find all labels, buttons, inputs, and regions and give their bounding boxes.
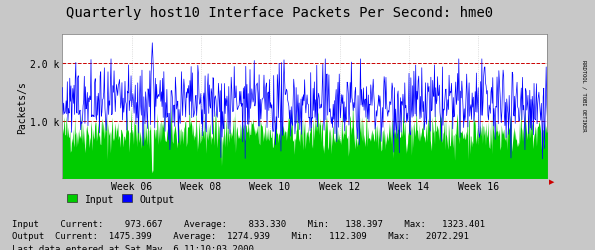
Y-axis label: Packets/s: Packets/s	[17, 80, 27, 133]
Text: Last data entered at Sat May  6 11:10:03 2000.: Last data entered at Sat May 6 11:10:03 …	[12, 244, 259, 250]
Text: Output  Current:  1475.399    Average:  1274.939    Min:   112.309    Max:   207: Output Current: 1475.399 Average: 1274.9…	[12, 231, 469, 240]
Legend: Input, Output: Input, Output	[67, 194, 175, 204]
Text: Input    Current:    973.667    Average:    833.330    Min:   138.397    Max:   : Input Current: 973.667 Average: 833.330 …	[12, 219, 485, 228]
Text: ▶: ▶	[549, 178, 554, 184]
Text: Quarterly host10 Interface Packets Per Second: hme0: Quarterly host10 Interface Packets Per S…	[66, 6, 493, 20]
Text: RRDTOOL / TOBI OETIKER: RRDTOOL / TOBI OETIKER	[582, 60, 587, 130]
